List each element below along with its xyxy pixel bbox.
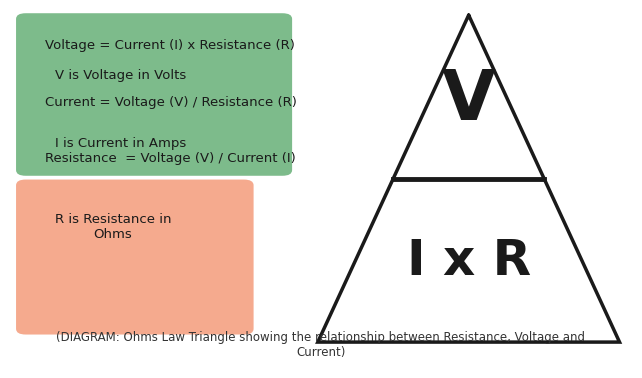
Text: Current = Voltage (V) / Resistance (R): Current = Voltage (V) / Resistance (R) [45,96,297,108]
Text: (DIAGRAM: Ohms Law Triangle showing the relationship between Resistance, Voltage: (DIAGRAM: Ohms Law Triangle showing the … [56,331,586,359]
Text: V: V [442,67,496,134]
FancyBboxPatch shape [16,180,254,335]
Text: Resistance  = Voltage (V) / Current (I): Resistance = Voltage (V) / Current (I) [45,152,296,165]
FancyBboxPatch shape [16,13,292,176]
Text: V is Voltage in Volts: V is Voltage in Volts [55,69,186,82]
Text: Voltage = Current (I) x Resistance (R): Voltage = Current (I) x Resistance (R) [45,39,295,52]
Text: I is Current in Amps: I is Current in Amps [55,137,186,150]
Text: I x R: I x R [406,237,531,285]
Text: R is Resistance in
Ohms: R is Resistance in Ohms [55,213,171,241]
